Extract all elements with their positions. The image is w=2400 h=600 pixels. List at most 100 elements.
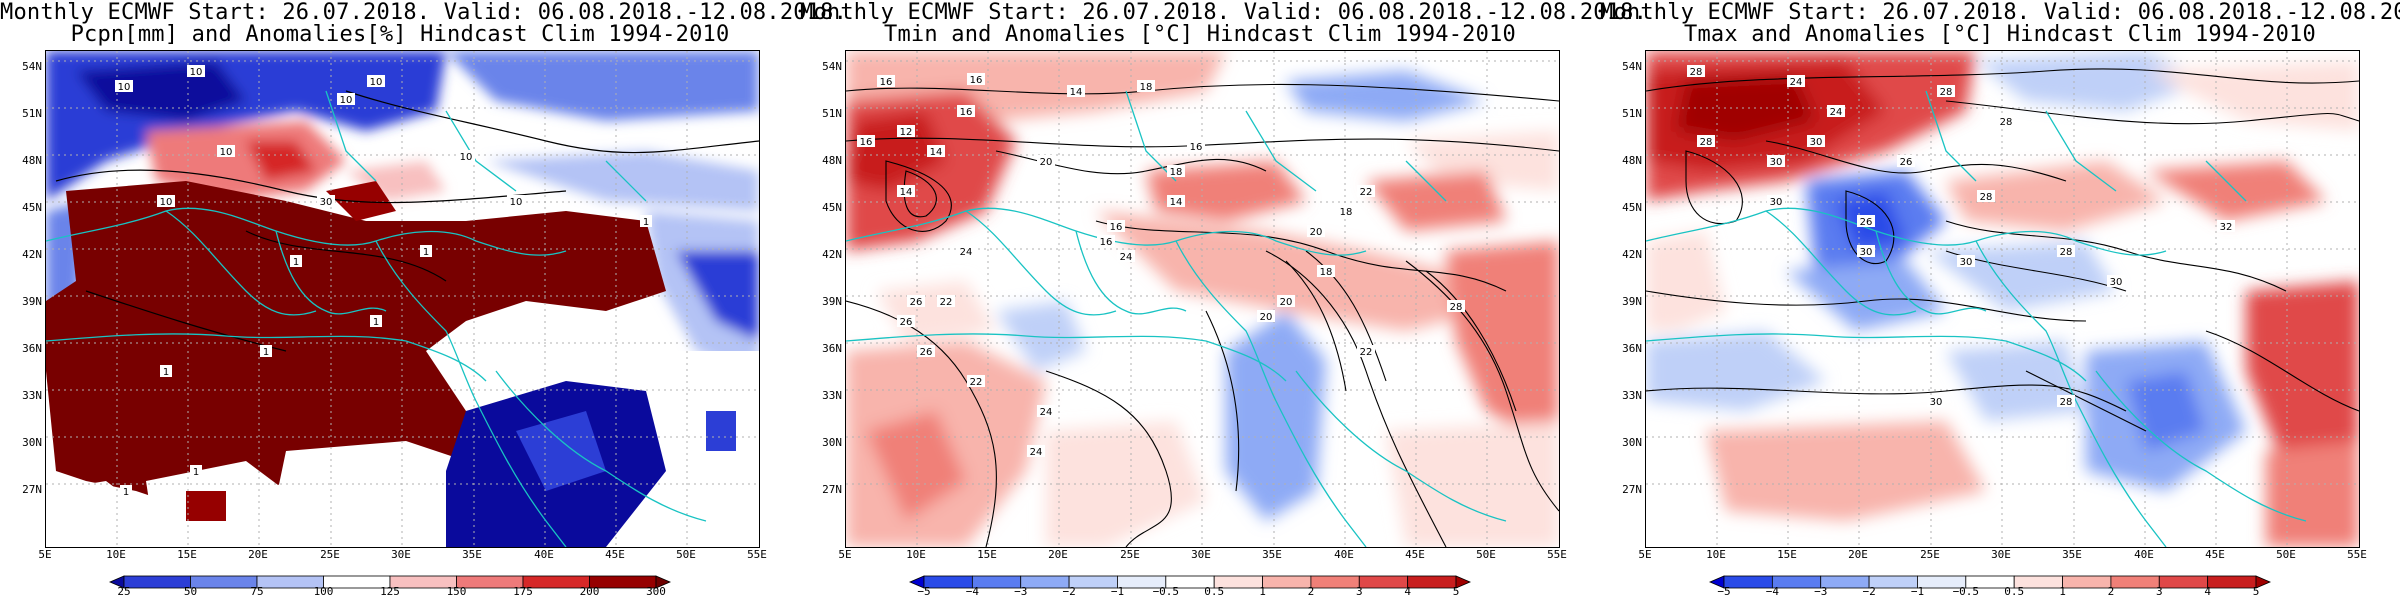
svg-text:30: 30 (1810, 137, 1823, 148)
colorbar-label: −4 (965, 585, 979, 598)
contour-label: 1 (420, 245, 432, 258)
contour-label: 1 (290, 255, 302, 268)
x-tick-label: 45E (2205, 548, 2225, 561)
y-tick-label: 48N (822, 154, 842, 167)
svg-text:10: 10 (118, 82, 131, 93)
colorbar-label: 2 (1307, 585, 1315, 598)
y-tick-label: 36N (822, 342, 842, 355)
colorbar-label: 50 (183, 585, 198, 598)
svg-text:24: 24 (1030, 447, 1043, 458)
contour-label: 16 (1097, 235, 1115, 248)
svg-text:1: 1 (643, 217, 649, 228)
svg-text:16: 16 (1100, 237, 1113, 248)
y-tick-label: 42N (1622, 248, 1642, 261)
colorbar-label: −1 (1110, 585, 1125, 598)
colorbar-label: 150 (446, 585, 467, 598)
colorbar-label: 125 (380, 585, 400, 598)
colorbar-label: 5 (2252, 585, 2260, 598)
svg-text:28: 28 (1700, 137, 1713, 148)
colorbar-label: −3 (1014, 585, 1028, 598)
colorbar-label: 4 (1404, 585, 1411, 598)
svg-text:26: 26 (900, 317, 913, 328)
contour-label: 30 (1857, 245, 1875, 258)
contour-label: 10 (337, 93, 355, 106)
svg-text:24: 24 (1040, 407, 1053, 418)
y-tick-label: 33N (1622, 389, 1642, 402)
x-tick-label: 25E (320, 548, 340, 561)
svg-text:1: 1 (263, 347, 269, 358)
svg-text:10: 10 (460, 152, 473, 163)
colorbar-label: 75 (250, 585, 264, 598)
contour-label: 28 (1977, 190, 1995, 203)
colorbar-label: 0.5 (1204, 585, 1225, 598)
x-tick-label: 10E (106, 548, 126, 561)
tmin-map: 16 16 18 16 14 16 12 14 14 20 18 16 18 20 22 24 14 26 16 16… (845, 50, 1560, 548)
svg-text:26: 26 (1860, 217, 1873, 228)
x-tick-label: 50E (1476, 548, 1496, 561)
svg-text:10: 10 (190, 67, 203, 78)
contour-label: 28 (2057, 395, 2075, 408)
contour-label: 1 (370, 315, 382, 328)
y-tick-label: 42N (22, 248, 42, 261)
x-tick-label: 30E (1191, 548, 1211, 561)
contour-label: 10 (457, 150, 475, 163)
y-tick-label: 42N (822, 248, 842, 261)
svg-text:30: 30 (1860, 247, 1873, 258)
contour-label: 28 (2057, 245, 2075, 258)
contour-label: 26 (1857, 215, 1875, 228)
svg-text:12: 12 (900, 127, 913, 138)
x-tick-label: 55E (1547, 548, 1567, 561)
svg-text:28: 28 (1690, 67, 1703, 78)
contour-label: 16 (1107, 220, 1125, 233)
y-tick-label: 54N (22, 60, 42, 73)
panel-title-line2: Tmax and Anomalies [°C] Hindcast Clim 19… (1684, 22, 2316, 47)
svg-text:20: 20 (1260, 312, 1273, 323)
colorbar (908, 575, 1472, 589)
contour-label: 22 (937, 295, 955, 308)
x-tick-label: 35E (1262, 548, 1282, 561)
svg-text:14: 14 (1170, 197, 1183, 208)
contour-label: 20 (1257, 310, 1275, 323)
svg-text:18: 18 (1170, 167, 1183, 178)
svg-text:10: 10 (160, 197, 173, 208)
y-tick-label: 33N (822, 389, 842, 402)
y-tick-label: 30N (1622, 436, 1642, 449)
svg-text:10: 10 (340, 95, 353, 106)
tmax-map: 28 24 28 24 28 28 30 30 26 28 30 26 30 30 28 32 30 28 30 (1645, 50, 2360, 548)
contour-label: 30 (1927, 395, 1945, 408)
panel-title-line1: Monthly ECMWF Start: 26.07.2018. Valid: … (1600, 0, 2400, 25)
svg-text:22: 22 (1360, 347, 1373, 358)
svg-text:20: 20 (1040, 157, 1053, 168)
contour-label: 10 (157, 195, 175, 208)
contour-label: 18 (1167, 165, 1185, 178)
colorbar-label: 0.5 (2004, 585, 2025, 598)
contour-label: 10 (507, 195, 525, 208)
svg-text:26: 26 (910, 297, 923, 308)
svg-text:28: 28 (1450, 302, 1463, 313)
contour-label: 16 (1187, 140, 1205, 153)
contour-label: 30 (1807, 135, 1825, 148)
colorbar-label: −2 (1062, 585, 1076, 598)
svg-text:22: 22 (940, 297, 953, 308)
contour-label: 1 (260, 345, 272, 358)
x-tick-label: 15E (177, 548, 197, 561)
contour-label: 22 (1357, 345, 1375, 358)
svg-text:24: 24 (960, 247, 973, 258)
svg-text:1: 1 (373, 317, 379, 328)
precipitation-map: 10 10 10 10 10 30 10 10 1 10 1 1 1 1 1 1 1 (45, 50, 760, 548)
y-tick-label: 27N (1622, 483, 1642, 496)
contour-label: 30 (1957, 255, 1975, 268)
colorbar (108, 575, 672, 589)
svg-text:18: 18 (1340, 207, 1353, 218)
y-tick-label: 54N (1622, 60, 1642, 73)
svg-text:26: 26 (1900, 157, 1913, 168)
y-tick-label: 27N (822, 483, 842, 496)
svg-text:14: 14 (930, 147, 943, 158)
y-tick-label: 39N (822, 295, 842, 308)
x-tick-label: 15E (1777, 548, 1797, 561)
contour-label: 24 (1037, 405, 1055, 418)
contour-label: 28 (1997, 115, 2015, 128)
panel-title-line1: Monthly ECMWF Start: 26.07.2018. Valid: … (800, 0, 1648, 25)
contour-label: 14 (1167, 195, 1185, 208)
contour-label: 24 (1117, 250, 1135, 263)
